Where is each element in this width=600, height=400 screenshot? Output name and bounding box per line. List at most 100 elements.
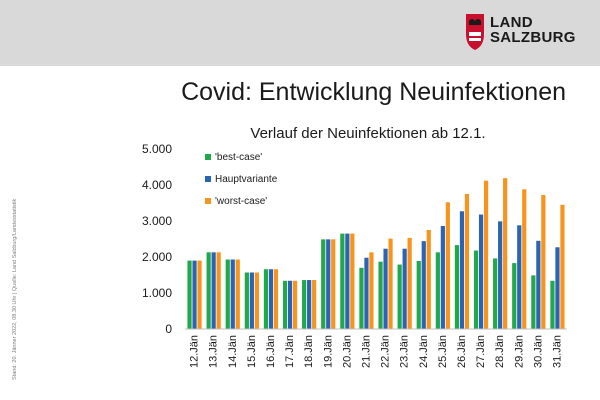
x-tick-label: 19.Jän (322, 335, 334, 368)
bar (292, 280, 298, 329)
bar (216, 252, 221, 329)
x-tick-label: 27.Jän (475, 335, 487, 368)
slide-title: Covid: Entwicklung Neuinfektionen (181, 78, 566, 106)
bar (536, 240, 541, 329)
bar (522, 189, 527, 329)
bar (464, 194, 470, 329)
legend-label: 'best-case' (215, 152, 262, 163)
x-tick-label: 21.Jän (360, 335, 372, 368)
bar (473, 250, 479, 329)
x-tick-label: 25.Jän (437, 335, 449, 368)
y-tick-label: 5.000 (142, 142, 172, 156)
chart-title: Verlauf der Neuinfektionen ab 12.1. (250, 125, 485, 142)
bar (312, 280, 317, 329)
bar (206, 252, 211, 329)
bar (192, 260, 197, 329)
brand-line-1: LAND (490, 14, 533, 31)
bar (383, 248, 388, 329)
bar (493, 258, 498, 329)
bar (321, 239, 326, 329)
brand-name: LAND SALZBURG (490, 15, 576, 45)
bar (483, 180, 489, 329)
x-tick-label: 31.Jän (551, 335, 563, 368)
bar (364, 257, 369, 329)
y-tick-label: 1.000 (142, 286, 172, 300)
bar (440, 226, 445, 329)
header-band (0, 0, 600, 66)
bar (388, 238, 393, 329)
bar (340, 233, 345, 329)
bar (550, 280, 555, 329)
legend-label: 'worst-case' (215, 196, 267, 207)
x-axis: 12.Jän 13.Jän 14.Jän 15.Jän 16.Jän 17.Jän 18.J… (185, 328, 567, 368)
y-axis: 0 1.000 2.000 3.000 4.000 5.000 (142, 142, 172, 336)
bar (369, 252, 374, 329)
bar (359, 267, 364, 329)
bar (350, 233, 355, 329)
bar (273, 269, 279, 329)
bar (302, 280, 307, 329)
bar (197, 260, 202, 329)
bar (225, 259, 230, 329)
bar (517, 225, 522, 329)
bar (416, 260, 421, 329)
x-tick-label: 29.Jän (513, 335, 525, 368)
x-tick-label: 18.Jän (303, 335, 315, 368)
bar (503, 178, 508, 329)
bar (560, 204, 565, 329)
x-tick-label: 14.Jän (227, 335, 239, 368)
x-tick-label: 17.Jän (284, 335, 296, 368)
bar (478, 214, 484, 329)
bar (282, 280, 288, 329)
land-salzburg-logo (466, 14, 484, 50)
x-tick-label: 30.Jän (532, 335, 544, 368)
x-tick-label: 24.Jän (418, 335, 430, 368)
bar (326, 239, 331, 329)
y-tick-label: 2.000 (142, 250, 172, 264)
bar (345, 233, 350, 329)
y-tick-label: 4.000 (142, 178, 172, 192)
bar (287, 280, 293, 329)
bar (307, 280, 312, 329)
bar (397, 264, 402, 329)
bar (268, 269, 274, 329)
x-tick-label: 12.Jän (189, 335, 201, 368)
bar (407, 237, 412, 329)
bar (249, 272, 254, 329)
bar (254, 272, 259, 329)
bar (187, 260, 192, 329)
bars (187, 178, 565, 329)
x-tick-label: 16.Jän (265, 335, 277, 368)
bar (435, 252, 440, 329)
legend: 'best-case' Hauptvariante 'worst-case' (205, 152, 278, 207)
bar (531, 275, 536, 329)
x-tick-label: 23.Jän (399, 335, 411, 368)
bar (331, 239, 336, 329)
bar (244, 272, 249, 329)
bar (512, 263, 517, 329)
bar (421, 241, 426, 329)
legend-swatch (205, 154, 211, 160)
bar (445, 202, 450, 329)
bar (402, 248, 407, 329)
bar (498, 221, 503, 329)
y-tick-label: 3.000 (142, 214, 172, 228)
bar (426, 230, 431, 329)
bar (263, 269, 269, 329)
bar (541, 195, 546, 329)
bar (459, 211, 465, 329)
x-tick-label: 28.Jän (494, 335, 506, 368)
brand-line-2: SALZBURG (490, 29, 576, 46)
bar (235, 259, 240, 329)
legend-swatch (205, 176, 211, 182)
x-tick-label: 15.Jän (246, 335, 258, 368)
x-tick-label: 20.Jän (341, 335, 353, 368)
legend-label: Hauptvariante (215, 174, 278, 185)
legend-swatch (205, 198, 211, 204)
bar (454, 245, 460, 329)
x-tick-label: 13.Jän (208, 335, 220, 368)
bar (555, 247, 560, 329)
y-tick-label: 0 (165, 322, 172, 336)
x-tick-label: 26.Jän (456, 335, 468, 368)
